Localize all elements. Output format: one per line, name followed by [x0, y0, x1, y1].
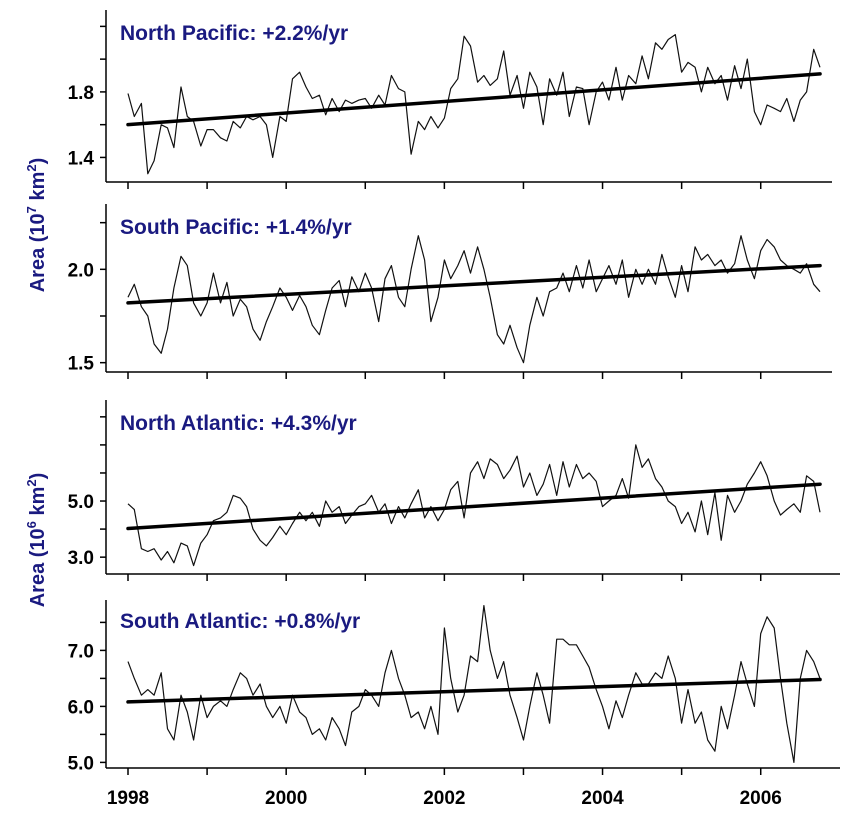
trend-line — [126, 263, 822, 305]
x-tick-label: 2000 — [265, 788, 307, 809]
panel-title: North Pacific: +2.2%/yr — [120, 22, 348, 45]
panel-title: South Atlantic: +0.8%/yr — [120, 610, 360, 633]
y-tick-label: 5.0 — [68, 492, 94, 513]
x-tick-label: 2002 — [423, 788, 465, 809]
y-tick-label: 1.8 — [68, 83, 94, 104]
y-tick-label: 5.0 — [68, 753, 94, 774]
series-line — [127, 33, 821, 175]
y-axis-labels: Area (107 km2) Area (106 km2) — [24, 158, 49, 608]
y-tick-label: 2.0 — [68, 260, 94, 281]
panel-1: 1.4 1.8 North Pacific: +2.2%/yr — [68, 10, 832, 189]
panel-3: 3.0 5.0 North Atlantic: +4.3%/yr — [68, 400, 840, 581]
y-tick-label: 7.0 — [68, 641, 94, 662]
y-tick-label: 6.0 — [68, 697, 94, 718]
y-tick-label: 1.4 — [68, 148, 95, 169]
y-axis-label: Area (107 km2) — [24, 158, 49, 293]
trend-line — [126, 677, 822, 704]
series-line — [127, 235, 821, 364]
x-tick-label: 1998 — [107, 788, 149, 809]
panel-4: 5.0 6.0 7.0 South Atlantic: +0.8%/yr — [68, 600, 840, 775]
x-tick-label: 2004 — [581, 788, 624, 809]
panel-2: 1.5 2.0 South Pacific: +1.4%/yr — [68, 204, 832, 379]
panel-title: North Atlantic: +4.3%/yr — [120, 412, 357, 435]
trend-line — [126, 72, 822, 127]
panel-title: South Pacific: +1.4%/yr — [120, 216, 352, 239]
x-tick-label: 2006 — [740, 788, 782, 809]
series-line — [127, 604, 821, 764]
x-axis: 1998 2000 2002 2004 2006 — [107, 788, 782, 809]
trend-line — [126, 482, 822, 531]
series-line — [127, 444, 821, 567]
y-tick-label: 3.0 — [68, 548, 94, 569]
y-tick-label: 1.5 — [68, 354, 95, 375]
y-axis-label: Area (106 km2) — [24, 473, 49, 608]
panels: 1.4 1.8 North Pacific: +2.2%/yr 1.5 2.0 South… — [68, 10, 840, 775]
